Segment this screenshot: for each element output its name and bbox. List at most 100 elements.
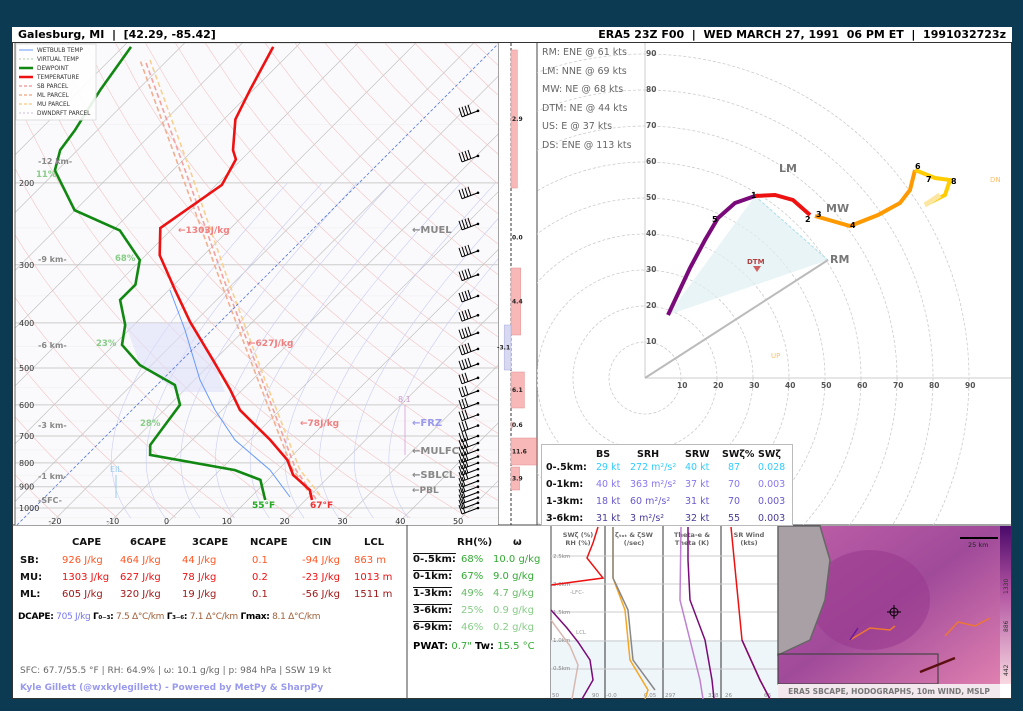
moist-rh: 67% bbox=[461, 571, 484, 582]
kin-swp: 70 bbox=[728, 496, 741, 507]
panel-height-label: 1.5km bbox=[553, 610, 570, 616]
ring-label-x: 60 bbox=[857, 381, 867, 390]
wind-barb-base bbox=[476, 331, 480, 335]
dry-adiabat bbox=[15, 416, 118, 519]
legend: WETBULB TEMP VIRTUAL TEMP DEWPOINT TEMPERAT… bbox=[15, 43, 97, 121]
wind-barb-base bbox=[476, 347, 480, 351]
panel-title: Theta-e & bbox=[674, 531, 710, 539]
sblcl-label: ←SBLCL bbox=[412, 470, 456, 481]
hodograph-ring bbox=[537, 197, 826, 525]
rh-label: 28% bbox=[140, 419, 161, 429]
sfc-dewpoint-label: 55°F bbox=[252, 501, 275, 511]
kin-layer: 1-3km: bbox=[546, 496, 584, 507]
thermo-value: -56 J/kg bbox=[302, 589, 340, 600]
panel-tick-label: 26 bbox=[725, 693, 732, 699]
thermo-value: -94 J/kg bbox=[302, 555, 340, 566]
kin-layer: 3-6km: bbox=[546, 513, 584, 524]
wind-barb-base bbox=[476, 389, 480, 393]
shading-edge bbox=[754, 195, 829, 261]
dry-adiabat bbox=[15, 296, 235, 519]
hodo-point: 7 bbox=[926, 175, 932, 184]
ring-label-y: 80 bbox=[646, 85, 656, 94]
moist-header: ω bbox=[513, 537, 522, 548]
thermo-value: 0.2 bbox=[252, 572, 268, 583]
surface-summary: SFC: 67.7/55.5 °F | RH: 64.9% | ω: 10.1 … bbox=[20, 666, 332, 676]
legend-item: VIRTUAL TEMP bbox=[37, 57, 79, 63]
wind-barb-base bbox=[476, 479, 480, 483]
moist-w: 0.2 g/kg bbox=[493, 622, 534, 633]
moist-adiabat bbox=[215, 182, 392, 519]
kin-header: SWζ% bbox=[722, 449, 755, 460]
thermo-row-label: ML: bbox=[20, 589, 41, 600]
colorbar bbox=[1000, 526, 1011, 684]
wind-barb-base bbox=[476, 401, 480, 405]
thermo-row-label: MU: bbox=[20, 572, 43, 583]
colorbar-label: 1330 bbox=[1003, 579, 1010, 594]
moisture-table: RH(%) ω 0-.5km: 68% 10.0 g/kg 0-1km: 67% 9.0 g/… bbox=[409, 527, 550, 697]
panel-title: SWζ (%) bbox=[563, 531, 593, 539]
moist-adiabat bbox=[284, 182, 462, 519]
skewt-annotations: ←1303J/kg ←627J/kg ←78J/kg ←MUEL ←FRZ ←M… bbox=[36, 157, 459, 511]
hodo-point: 1 bbox=[751, 191, 757, 200]
isotherm bbox=[106, 133, 498, 525]
kin-header: BS bbox=[596, 449, 611, 460]
kin-bs: 40 kt bbox=[596, 479, 621, 490]
6cape-label: ←627J/kg bbox=[248, 339, 293, 349]
virtual-temp-line bbox=[16, 43, 498, 525]
thermo-value: 605 J/kg bbox=[62, 589, 103, 600]
temp-tick-label: 30 bbox=[337, 517, 347, 526]
temperature-trace bbox=[158, 46, 314, 501]
layer-bar bbox=[510, 371, 525, 409]
wind-barb-base bbox=[476, 313, 480, 317]
moist-layer: 3-6km: bbox=[413, 605, 453, 616]
dry-adiabat bbox=[15, 474, 59, 519]
ring-label-y: 60 bbox=[646, 157, 656, 166]
wind-barb-base bbox=[476, 490, 480, 494]
panel-height-label: 1.0km bbox=[553, 638, 570, 644]
location-crosshair-icon bbox=[887, 605, 901, 619]
rh-label: 68% bbox=[115, 254, 136, 264]
mean-wind-marker: MW bbox=[826, 202, 849, 215]
layer-bar bbox=[510, 267, 521, 336]
kin-sw: 0.028 bbox=[758, 462, 786, 473]
isotherm bbox=[15, 43, 359, 387]
layer-bar bbox=[510, 421, 513, 429]
wind-barb-base bbox=[476, 424, 480, 427]
wind-barb-base bbox=[476, 249, 480, 253]
isotherm bbox=[338, 364, 498, 525]
pwat-row: PWAT: 0.7" Tw: 15.5 °C bbox=[413, 641, 535, 652]
temp-tick-label: -20 bbox=[48, 517, 61, 526]
rh2-line bbox=[550, 619, 579, 700]
wind-barb-base bbox=[476, 413, 480, 416]
cape-map: 25 km 1330 886 442 ERA5 SBCAPE, HODOGRAP… bbox=[777, 525, 1011, 698]
title-bar: Galesburg, MI | [42.29, -85.42] ERA5 23Z… bbox=[12, 27, 1012, 43]
wind-barb-base bbox=[476, 434, 480, 438]
wind-barb-base bbox=[476, 455, 480, 458]
pressure-tick-label: 500 bbox=[19, 364, 34, 373]
dry-adiabat bbox=[25, 43, 470, 519]
motion-ds: DS: ENE @ 113 kts bbox=[542, 139, 632, 151]
ring-label-x: 10 bbox=[677, 381, 687, 390]
thermo-value: 0.1 bbox=[252, 555, 268, 566]
ring-label-x: 40 bbox=[785, 381, 795, 390]
panel-title: ζₜₒₜ & ζSW bbox=[615, 531, 653, 539]
layer-bar-label: 2.9 bbox=[512, 116, 523, 123]
ring-label-x: 20 bbox=[713, 381, 723, 390]
thermo-value: 320 J/kg bbox=[120, 589, 161, 600]
moist-rh: 49% bbox=[461, 588, 484, 599]
temp-tick-label: 0 bbox=[164, 517, 169, 526]
thermo-value: 19 J/kg bbox=[182, 589, 217, 600]
mucape-label: ←1303J/kg bbox=[178, 226, 230, 236]
thermo-value: 1303 J/kg bbox=[62, 572, 110, 583]
isotherm bbox=[15, 43, 128, 156]
hodo-point: 3 bbox=[816, 210, 822, 219]
frz-label: ←FRZ bbox=[412, 418, 442, 429]
layer-bar-label: -3.1 bbox=[497, 345, 510, 352]
kin-bs: 31 kt bbox=[596, 513, 621, 524]
rh-line bbox=[550, 609, 594, 700]
thermo-value: 78 J/kg bbox=[182, 572, 217, 583]
pressure-tick-label: 700 bbox=[19, 432, 34, 441]
pbl-label: ←PBL bbox=[412, 486, 439, 496]
layer-bar-label: 0.0 bbox=[512, 235, 523, 242]
height-label: -6 km- bbox=[38, 341, 67, 350]
